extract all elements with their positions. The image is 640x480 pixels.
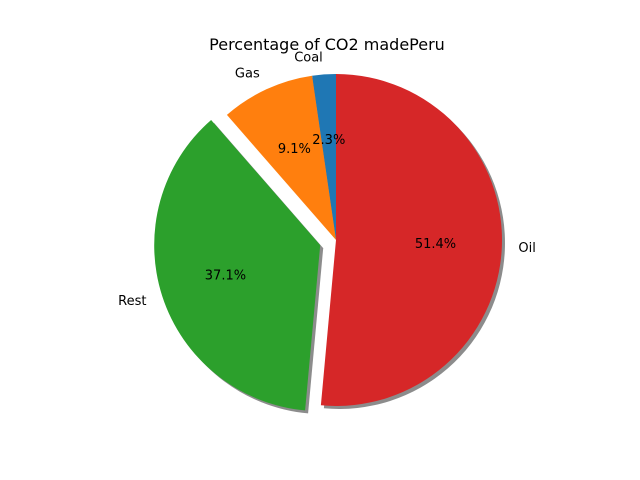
slice-label-coal: Coal	[294, 50, 323, 65]
chart-title: Percentage of CO2 madePeru	[209, 35, 445, 54]
slice-label-rest: Rest	[118, 294, 146, 309]
pie-slice-gas	[226, 75, 336, 240]
pie-slice-coal	[312, 74, 336, 240]
slice-label-oil: Oil	[518, 241, 535, 256]
pie-slice-rest	[154, 119, 321, 411]
label-layer: Coal 2.3% Gas 9.1% Rest 37.1% Oil 51.4%	[118, 50, 536, 308]
slice-percent-coal: 2.3%	[312, 133, 345, 148]
slice-layer	[154, 74, 503, 411]
slice-percent-gas: 9.1%	[278, 142, 311, 157]
slice-percent-rest: 37.1%	[205, 268, 246, 283]
pie-slice-oil	[320, 74, 503, 406]
slice-percent-oil: 51.4%	[415, 237, 456, 252]
slice-label-gas: Gas	[235, 67, 260, 82]
